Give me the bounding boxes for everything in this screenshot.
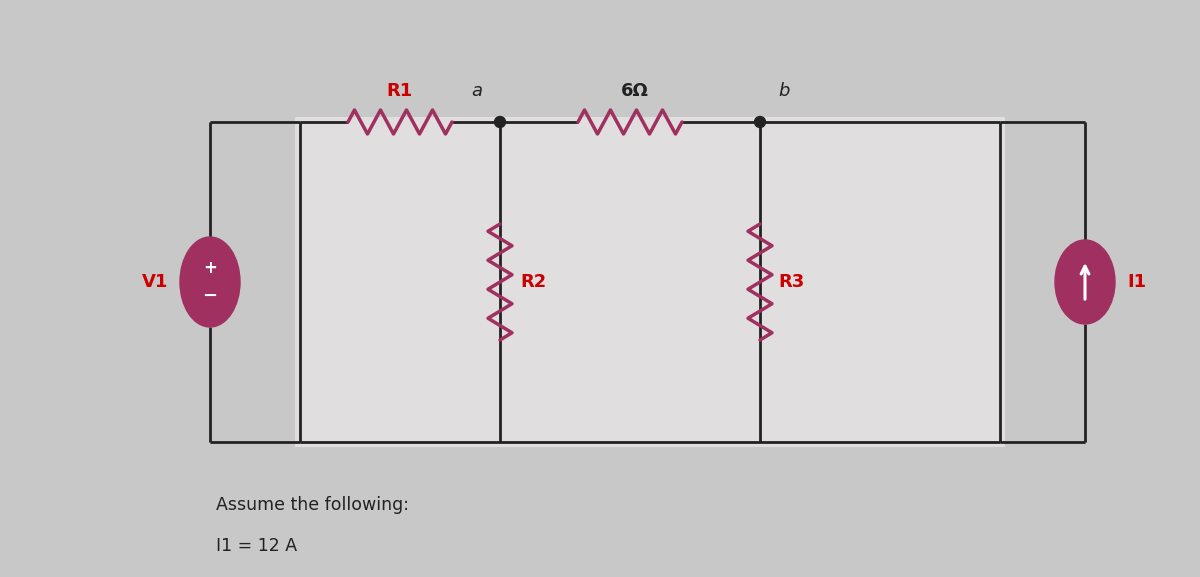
Text: R2: R2 xyxy=(520,273,546,291)
Circle shape xyxy=(755,117,766,128)
Ellipse shape xyxy=(180,237,240,327)
Text: I1 = 12 A: I1 = 12 A xyxy=(216,537,298,554)
Circle shape xyxy=(494,117,505,128)
FancyBboxPatch shape xyxy=(295,117,1006,447)
Text: R1: R1 xyxy=(386,82,413,100)
Text: V1: V1 xyxy=(142,273,168,291)
Text: −: − xyxy=(203,287,217,305)
Text: +: + xyxy=(203,259,217,277)
Text: Assume the following:: Assume the following: xyxy=(216,496,409,514)
Text: I1: I1 xyxy=(1127,273,1146,291)
Text: 6Ω: 6Ω xyxy=(622,82,649,100)
Text: a: a xyxy=(470,82,482,100)
Ellipse shape xyxy=(1055,240,1115,324)
Text: R3: R3 xyxy=(778,273,804,291)
Text: b: b xyxy=(778,82,790,100)
